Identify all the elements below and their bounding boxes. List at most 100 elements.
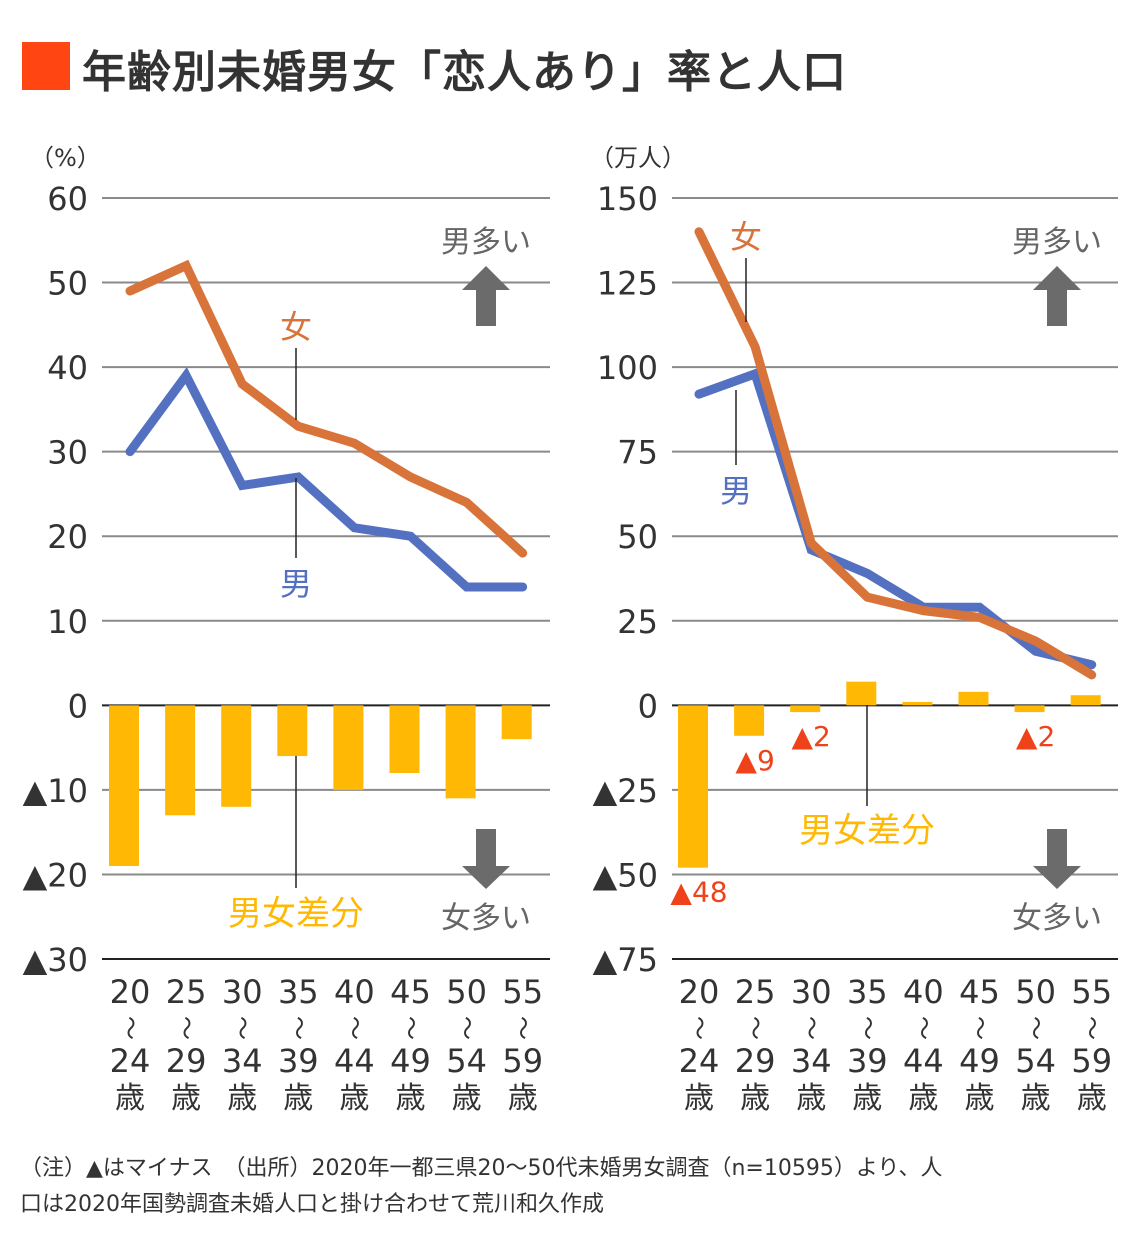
footnote-line-2: 口は2020年国勢調査未婚人口と掛け合わせて荒川和久作成 bbox=[20, 1192, 604, 1217]
chart1-more-men-text: 男多い bbox=[441, 225, 531, 260]
chart2-diff-value-label: ▲2 bbox=[1016, 720, 1055, 753]
chart1-x-tick-start: 30 bbox=[222, 973, 263, 1011]
chart1-diff-bar bbox=[333, 705, 364, 790]
chart2-diff-value-label: ▲9 bbox=[735, 744, 774, 777]
chart2-x-tick-separator: 〜 bbox=[1022, 1016, 1050, 1040]
chart2-x-tick-start: 40 bbox=[903, 973, 944, 1011]
chart1-x-tick-separator: 〜 bbox=[284, 1016, 312, 1040]
chart1-diff-bar bbox=[165, 705, 196, 816]
chart1-x-tick-separator: 〜 bbox=[172, 1016, 200, 1040]
chart1-x-tick-suffix: 歳 bbox=[339, 1081, 369, 1116]
chart2-x-tick-separator: 〜 bbox=[966, 1016, 994, 1040]
chart2-x-tick-suffix: 歳 bbox=[1021, 1081, 1051, 1116]
chart2-x-tick-start: 20 bbox=[679, 973, 720, 1011]
footnote-line-1: （注）▲はマイナス （出所）2020年一都三県20〜50代未婚男女調査（n=10… bbox=[20, 1156, 943, 1181]
chart2-x-tick-suffix: 歳 bbox=[684, 1081, 714, 1116]
chart2-diff-bar bbox=[790, 705, 821, 713]
chart2-x-tick-suffix: 歳 bbox=[965, 1081, 995, 1116]
chart1-x-tick-end: 24 bbox=[110, 1042, 151, 1080]
chart1-x-tick-separator: 〜 bbox=[228, 1016, 256, 1040]
chart2-x-tick-end: 29 bbox=[735, 1042, 776, 1080]
chart1-diff-bar bbox=[389, 705, 420, 773]
chart2-diff-value-label: ▲48 bbox=[670, 876, 727, 909]
chart1-x-tick-start: 40 bbox=[334, 973, 375, 1011]
chart2-x-tick-separator: 〜 bbox=[685, 1016, 713, 1040]
chart2-x-tick-suffix: 歳 bbox=[740, 1081, 770, 1116]
chart1-unit-label: （%） bbox=[30, 144, 101, 172]
chart2-y-tick-label: 0 bbox=[638, 687, 658, 725]
chart2-x-tick-end: 54 bbox=[1015, 1042, 1056, 1080]
chart2-male-line bbox=[694, 368, 1097, 670]
chart2-arrow-down-icon bbox=[1033, 829, 1081, 889]
chart1-x-tick-start: 25 bbox=[166, 973, 207, 1011]
chart2-x-tick-suffix: 歳 bbox=[1077, 1081, 1107, 1116]
chart1-x-tick-separator: 〜 bbox=[340, 1016, 368, 1040]
chart2-x-tick-separator: 〜 bbox=[1078, 1016, 1106, 1040]
chart1-arrow-down-icon bbox=[462, 829, 510, 889]
chart2-more-men-text: 男多い bbox=[1012, 225, 1102, 260]
chart1-y-tick-label: ▲20 bbox=[23, 856, 88, 894]
chart1-y-tick-label: ▲10 bbox=[23, 772, 88, 810]
chart1-arrow-up-icon bbox=[462, 266, 510, 326]
chart1-y-tick-label: 20 bbox=[47, 518, 88, 556]
chart1-x-tick-start: 55 bbox=[502, 973, 543, 1011]
chart2-unit-label: （万人） bbox=[590, 144, 686, 172]
chart1-y-tick-label: 50 bbox=[47, 265, 88, 303]
chart2-y-tick-label: 50 bbox=[617, 518, 658, 556]
chart1-x-tick-suffix: 歳 bbox=[396, 1081, 426, 1116]
chart1-diff-bar bbox=[277, 705, 308, 757]
chart2-y-tick-label: ▲75 bbox=[593, 941, 658, 979]
chart2-y-tick-label: 125 bbox=[597, 265, 658, 303]
chart1-y-tick-label: 40 bbox=[47, 349, 88, 387]
chart2-diff-bar bbox=[678, 705, 708, 868]
chart2-x-tick-start: 25 bbox=[735, 973, 776, 1011]
chart2-arrow-up-icon bbox=[1033, 266, 1081, 326]
chart2-x-tick-suffix: 歳 bbox=[908, 1081, 938, 1116]
chart1-x-tick-end: 44 bbox=[334, 1042, 375, 1080]
chart1-x-tick-suffix: 歳 bbox=[227, 1081, 257, 1116]
chart1-x-tick-suffix: 歳 bbox=[115, 1081, 145, 1116]
chart1-x-tick-start: 50 bbox=[446, 973, 487, 1011]
chart1-diff-bar bbox=[109, 705, 139, 866]
chart2-x-tick-end: 39 bbox=[847, 1042, 888, 1080]
chart1-x-tick-separator: 〜 bbox=[397, 1016, 425, 1040]
chart1-y-tick-label: 10 bbox=[47, 603, 88, 641]
chart1-y-tick-label: 0 bbox=[68, 687, 88, 725]
chart1-male-label: 男 bbox=[280, 565, 312, 603]
chart2-diff-bar bbox=[1070, 695, 1101, 706]
chart1-x-tick-suffix: 歳 bbox=[452, 1081, 482, 1116]
chart2-female-line bbox=[694, 227, 1097, 680]
chart1-y-tick-label: 60 bbox=[47, 180, 88, 218]
chart1-diff-bar bbox=[445, 705, 476, 799]
chart1-x-tick-start: 45 bbox=[390, 973, 431, 1011]
chart1-diff-bar bbox=[501, 705, 532, 740]
chart2-x-tick-suffix: 歳 bbox=[852, 1081, 882, 1116]
chart1-more-women-text: 女多い bbox=[441, 901, 531, 936]
chart2-x-tick-end: 34 bbox=[791, 1042, 832, 1080]
chart1-x-tick-separator: 〜 bbox=[116, 1016, 144, 1040]
chart2-diff-bar bbox=[902, 701, 933, 706]
chart2-diff-bar bbox=[1014, 705, 1045, 713]
chart2-y-tick-label: 100 bbox=[597, 349, 658, 387]
chart1-x-tick-end: 39 bbox=[278, 1042, 319, 1080]
chart2-x-tick-end: 59 bbox=[1071, 1042, 1112, 1080]
chart2-x-tick-start: 50 bbox=[1015, 973, 1056, 1011]
chart2-diff-value-label: ▲2 bbox=[792, 720, 831, 753]
title-accent-square bbox=[22, 42, 70, 90]
chart1-x-tick-start: 20 bbox=[110, 973, 151, 1011]
chart2-x-tick-start: 55 bbox=[1071, 973, 1112, 1011]
chart1-male-line bbox=[125, 367, 528, 592]
chart2-x-tick-end: 24 bbox=[679, 1042, 720, 1080]
chart1-x-tick-suffix: 歳 bbox=[171, 1081, 201, 1116]
page-title: 年齢別未婚男女「恋人あり」率と人口 bbox=[82, 47, 847, 98]
chart1-y-tick-label: ▲30 bbox=[23, 941, 88, 979]
chart1-diff-bar bbox=[221, 705, 252, 807]
chart2-female-label: 女 bbox=[730, 218, 762, 256]
chart2-x-tick-separator: 〜 bbox=[741, 1016, 769, 1040]
chart2-x-tick-separator: 〜 bbox=[853, 1016, 881, 1040]
chart1-diff-label: 男女差分 bbox=[228, 894, 364, 934]
chart2-y-tick-label: 75 bbox=[617, 434, 658, 472]
chart2-diff-bar bbox=[958, 691, 989, 706]
chart2-male-label: 男 bbox=[720, 472, 752, 510]
